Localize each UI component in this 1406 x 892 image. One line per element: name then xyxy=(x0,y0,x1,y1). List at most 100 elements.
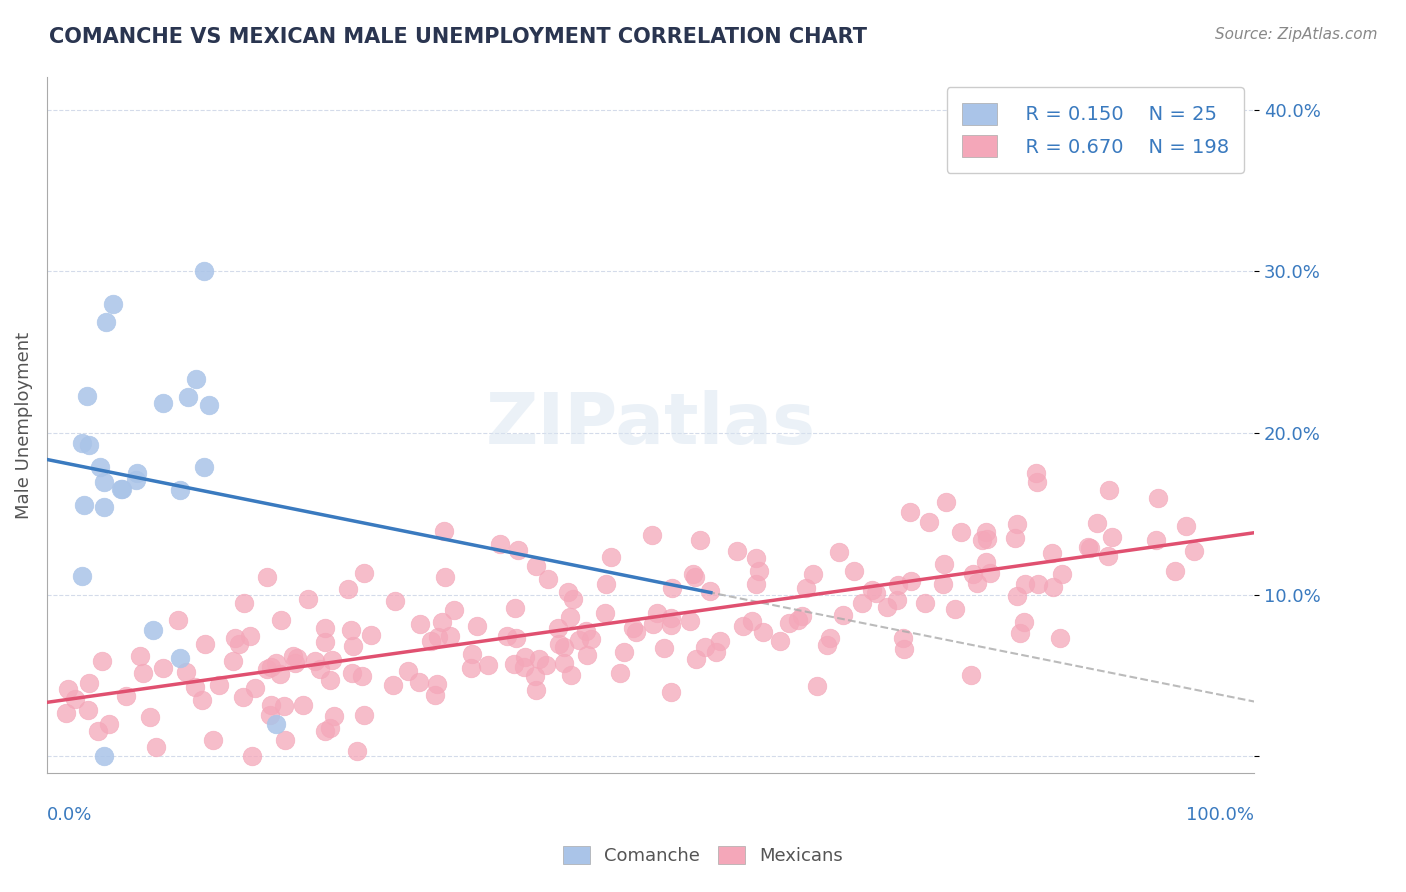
Point xyxy=(87,723,110,738)
Point xyxy=(976,532,998,546)
Point xyxy=(689,533,711,548)
Point xyxy=(1146,491,1168,505)
Point xyxy=(1025,467,1047,481)
Point xyxy=(1026,576,1049,591)
Point xyxy=(314,622,336,636)
Point xyxy=(683,570,706,584)
Point xyxy=(243,681,266,695)
Point xyxy=(465,619,488,633)
Point xyxy=(128,649,150,664)
Point xyxy=(177,390,200,404)
Point xyxy=(557,584,579,599)
Point xyxy=(593,606,616,620)
Point xyxy=(63,691,86,706)
Point xyxy=(893,642,915,657)
Point xyxy=(76,388,98,402)
Point xyxy=(346,744,368,758)
Point xyxy=(352,669,374,683)
Point xyxy=(745,551,768,566)
Point xyxy=(679,614,702,628)
Point xyxy=(193,459,215,474)
Point xyxy=(1004,531,1026,545)
Point xyxy=(58,682,80,697)
Point xyxy=(1042,581,1064,595)
Point xyxy=(725,544,748,558)
Point xyxy=(132,665,155,680)
Point xyxy=(1077,540,1099,554)
Point xyxy=(198,398,221,412)
Point xyxy=(575,624,598,638)
Point xyxy=(408,675,430,690)
Point xyxy=(426,677,449,691)
Point xyxy=(174,665,197,680)
Text: 0.0%: 0.0% xyxy=(46,805,93,824)
Point xyxy=(860,583,883,598)
Point xyxy=(496,629,519,643)
Point xyxy=(190,693,212,707)
Point xyxy=(865,586,887,600)
Point xyxy=(1050,567,1073,582)
Point xyxy=(704,645,727,659)
Point xyxy=(503,657,526,672)
Point xyxy=(256,570,278,584)
Point xyxy=(553,656,575,670)
Point xyxy=(661,610,683,624)
Point xyxy=(547,621,569,635)
Point xyxy=(640,527,662,541)
Point xyxy=(599,549,621,564)
Point xyxy=(222,654,245,668)
Point xyxy=(641,616,664,631)
Point xyxy=(110,482,132,496)
Point xyxy=(527,652,550,666)
Point xyxy=(260,698,283,712)
Point xyxy=(820,631,842,645)
Point xyxy=(560,610,582,624)
Point xyxy=(560,667,582,681)
Point xyxy=(283,648,305,663)
Point xyxy=(184,372,207,386)
Point xyxy=(193,264,215,278)
Point xyxy=(621,621,644,635)
Point xyxy=(1174,519,1197,533)
Point xyxy=(579,632,602,647)
Point xyxy=(513,660,536,674)
Point xyxy=(260,660,283,674)
Point xyxy=(232,690,254,704)
Point xyxy=(297,591,319,606)
Point xyxy=(609,666,631,681)
Point xyxy=(949,525,972,540)
Point xyxy=(319,673,342,687)
Point xyxy=(1014,576,1036,591)
Point xyxy=(127,467,149,481)
Point xyxy=(900,574,922,589)
Point xyxy=(842,564,865,578)
Point xyxy=(595,577,617,591)
Point xyxy=(93,500,115,515)
Point xyxy=(914,597,936,611)
Point xyxy=(1146,533,1168,547)
Point xyxy=(111,482,134,496)
Point xyxy=(613,644,636,658)
Point xyxy=(194,638,217,652)
Point xyxy=(779,616,801,631)
Point xyxy=(806,679,828,693)
Point xyxy=(97,717,120,731)
Point xyxy=(959,668,981,682)
Point xyxy=(145,740,167,755)
Point xyxy=(647,606,669,620)
Point xyxy=(409,617,432,632)
Point xyxy=(970,533,993,547)
Point xyxy=(353,708,375,723)
Point xyxy=(886,592,908,607)
Point xyxy=(96,315,118,329)
Point xyxy=(340,665,363,680)
Text: COMANCHE VS MEXICAN MALE UNEMPLOYMENT CORRELATION CHART: COMANCHE VS MEXICAN MALE UNEMPLOYMENT CO… xyxy=(49,27,868,46)
Point xyxy=(266,657,288,671)
Point xyxy=(974,524,997,539)
Point xyxy=(166,613,188,627)
Point xyxy=(1005,516,1028,531)
Point xyxy=(233,596,256,610)
Point xyxy=(443,603,465,617)
Point xyxy=(966,575,988,590)
Point xyxy=(93,749,115,764)
